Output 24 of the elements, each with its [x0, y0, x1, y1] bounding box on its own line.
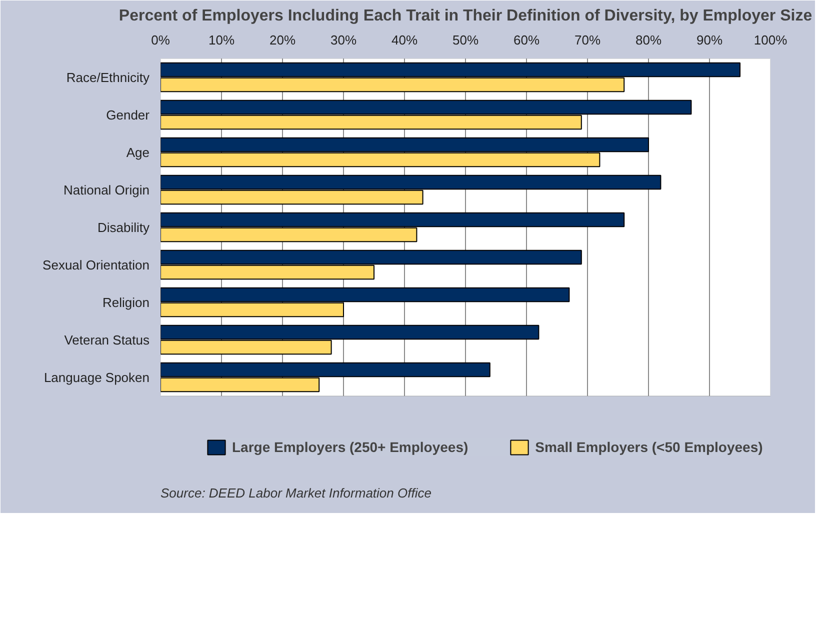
x-tick-label: 90% — [696, 32, 723, 48]
y-tick-label: Veteran Status — [64, 332, 150, 348]
legend-label: Small Employers (<50 Employees) — [535, 438, 763, 456]
x-tick-label: 70% — [574, 32, 601, 48]
legend-label: Large Employers (250+ Employees) — [232, 438, 468, 456]
x-tick-label: 60% — [513, 32, 540, 48]
y-tick-label: Age — [126, 144, 150, 160]
x-tick-label: 20% — [269, 32, 296, 48]
y-tick-label: Gender — [106, 107, 150, 122]
y-tick-label: Religion — [102, 294, 150, 310]
y-tick-label: Sexual Orientation — [42, 257, 150, 272]
y-tick-label: Language Spoken — [44, 370, 150, 385]
x-tick-label: 10% — [208, 32, 235, 48]
x-tick-label: 50% — [452, 32, 479, 48]
chart-title: Percent of Employers Including Each Trait in Their Definition of Diversity, by Employer Size — [118, 8, 812, 24]
y-tick-label: Race/Ethnicity — [66, 70, 150, 85]
x-tick-label: 40% — [391, 32, 418, 48]
x-tick-label: 100% — [754, 32, 788, 48]
x-tick-label: 80% — [635, 32, 662, 48]
y-tick-label: Disability — [97, 220, 150, 235]
y-tick-label: National Origin — [64, 182, 150, 198]
x-tick-label: 30% — [330, 32, 357, 48]
source-note: Source: DEED Labor Market Information Office — [160, 486, 432, 500]
x-tick-label: 0% — [151, 32, 170, 48]
